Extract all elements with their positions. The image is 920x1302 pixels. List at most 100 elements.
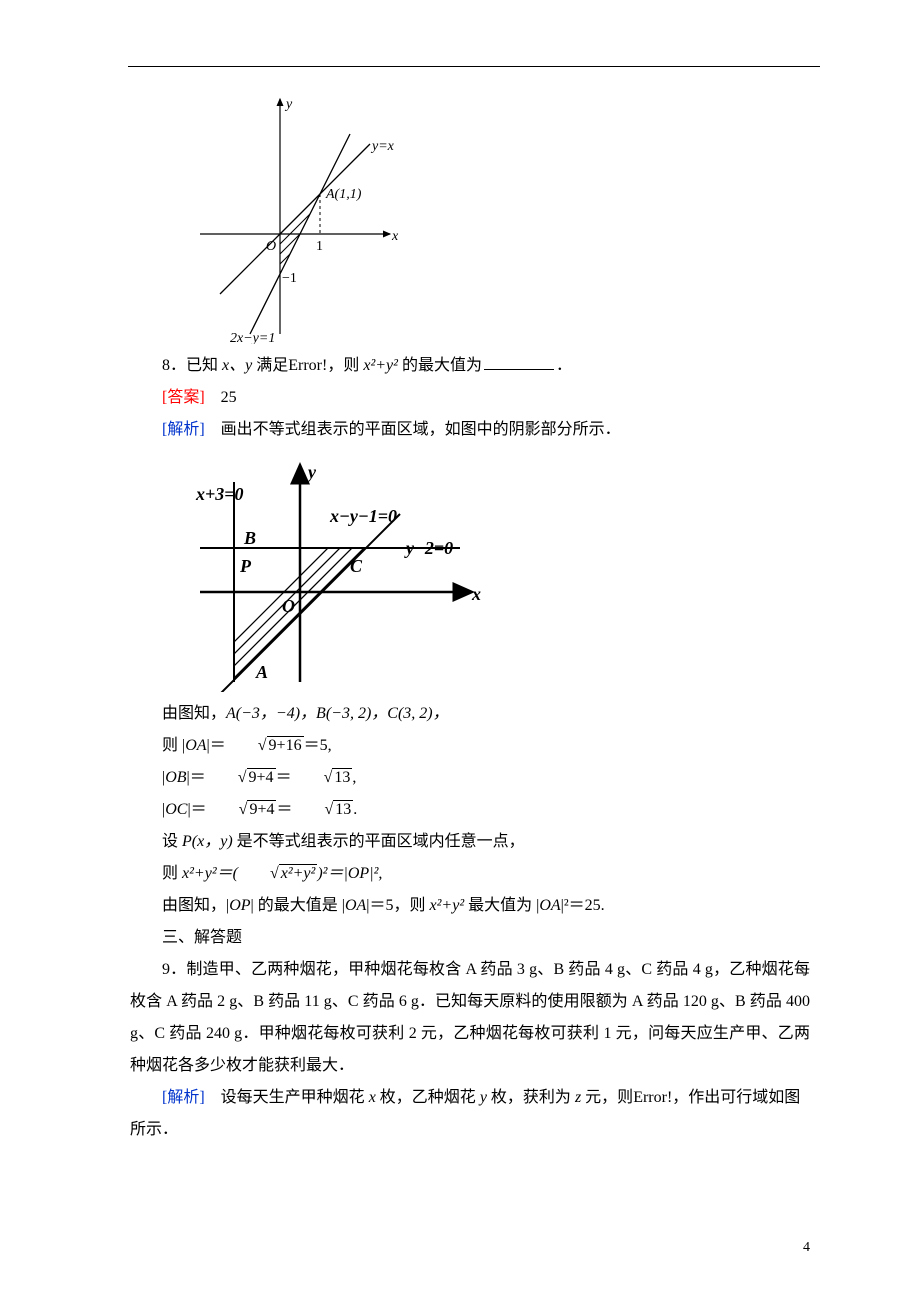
w7oa: OA bbox=[345, 897, 366, 914]
q8-expr: x²+y² bbox=[363, 357, 398, 374]
w2rootv: 9+16 bbox=[267, 736, 304, 754]
w7d: 最大值为 | bbox=[464, 897, 539, 914]
q9-stem: 9．制造甲、乙两种烟花，甲种烟花每枚含 A 药品 3 g、B 药品 4 g、C … bbox=[130, 954, 810, 1082]
fig1-yx: y=x bbox=[370, 139, 395, 154]
w6op: OP bbox=[348, 865, 369, 882]
q8-c: ，则 bbox=[327, 357, 363, 374]
q8-period: ． bbox=[556, 357, 572, 374]
w2a: 则 | bbox=[162, 737, 185, 754]
fig1-1: 1 bbox=[316, 239, 323, 254]
fig2-B: B bbox=[243, 528, 256, 548]
w3root2: 13 bbox=[292, 762, 353, 794]
q9b: 枚，乙种烟花 bbox=[376, 1089, 480, 1106]
q9-jiexi: [解析] 设每天生产甲种烟花 x 枚，乙种烟花 y 枚，获利为 z 元，则Err… bbox=[130, 1082, 810, 1146]
fig1-O: O bbox=[266, 239, 276, 254]
q9y: y bbox=[480, 1089, 487, 1106]
q9c: 枚，获利为 bbox=[487, 1089, 575, 1106]
q8-jiexi: [解析] 画出不等式组表示的平面区域，如图中的阴影部分所示． bbox=[130, 414, 810, 446]
w4d: . bbox=[353, 801, 357, 818]
w5p: P(x，y) bbox=[182, 833, 233, 850]
q8-blank bbox=[484, 355, 554, 370]
work-l3: |OB|＝9+4＝13, bbox=[130, 762, 810, 794]
page: y x O 1 −1 A(1,1) y=x 2x−y=1 8．已知 x、y 满足… bbox=[0, 0, 920, 1302]
q8-b: 满足 bbox=[252, 357, 288, 374]
w7e: |²＝25. bbox=[561, 897, 605, 914]
w2oa: OA bbox=[185, 737, 206, 754]
fig1-x-label: x bbox=[391, 229, 399, 244]
fig2-y: y bbox=[306, 462, 317, 482]
q8-jiexi-label: [解析] bbox=[162, 421, 221, 438]
work-l7: 由图知，|OP| 的最大值是 |OA|＝5，则 x²+y² 最大值为 |OA|²… bbox=[130, 890, 810, 922]
q8-ans-label: [答案] bbox=[162, 389, 221, 406]
q8-a: 8．已知 bbox=[162, 357, 222, 374]
w6a: 则 bbox=[162, 865, 182, 882]
w7c: |＝5，则 bbox=[366, 897, 429, 914]
w6rootv: x²+y² bbox=[279, 864, 318, 882]
figure-2: y x x+3=0 x−y−1=0 y−2=0 B P C O A bbox=[190, 452, 490, 692]
q9a: 设每天生产甲种烟花 bbox=[221, 1089, 369, 1106]
work-l4: |OC|＝9+4＝13. bbox=[130, 794, 810, 826]
fig1-neg1: −1 bbox=[282, 271, 297, 286]
w3b: |＝ bbox=[187, 769, 206, 786]
w6e2: )²＝| bbox=[317, 865, 348, 882]
q8-ans-val: 25 bbox=[221, 389, 237, 406]
w7a: 由图知，| bbox=[162, 897, 229, 914]
fig2-C: C bbox=[350, 556, 363, 576]
w4oc: OC bbox=[165, 801, 187, 818]
w5a: 设 bbox=[162, 833, 182, 850]
w3c: ＝ bbox=[276, 769, 292, 786]
q9x: x bbox=[369, 1089, 376, 1106]
work-l1: 由图知，A(−3，−4)，B(−3, 2)，C(3, 2)， bbox=[130, 698, 810, 730]
w4root: 9+4 bbox=[207, 794, 277, 826]
w2b: |＝ bbox=[207, 737, 226, 754]
q8-stem: 8．已知 x、y 满足Error!，则 x²+y² 的最大值为 ． bbox=[130, 350, 810, 382]
fig1-bottom: 2x−y=1 bbox=[230, 331, 275, 344]
w4root2v: 13 bbox=[333, 800, 353, 818]
q9err: Error! bbox=[633, 1089, 672, 1106]
w3rootv: 9+4 bbox=[247, 768, 276, 786]
q8-d: 的最大值为 bbox=[398, 357, 482, 374]
w4rootv: 9+4 bbox=[247, 800, 276, 818]
fig2-xy1: x−y−1=0 bbox=[329, 506, 397, 526]
w5b: 是不等式组表示的平面区域内任意一点， bbox=[233, 833, 525, 850]
section-3: 三、解答题 bbox=[130, 922, 810, 954]
w3root2v: 13 bbox=[332, 768, 352, 786]
q8-jiexi-text: 画出不等式组表示的平面区域，如图中的阴影部分所示． bbox=[221, 421, 621, 438]
w7oa2: OA bbox=[539, 897, 560, 914]
w2c: ＝5, bbox=[304, 737, 332, 754]
q8-xy: x、y bbox=[222, 357, 252, 374]
w4c: ＝ bbox=[276, 801, 292, 818]
work-l6: 则 x²+y²＝( x²+y²)²＝|OP|², bbox=[130, 858, 810, 890]
header-rule bbox=[128, 66, 820, 67]
w3root: 9+4 bbox=[206, 762, 276, 794]
w1b: A(−3，−4)，B(−3, 2)，C(3, 2)， bbox=[226, 705, 449, 722]
w3ob: OB bbox=[165, 769, 186, 786]
page-number: 4 bbox=[803, 1234, 810, 1262]
fig1-y-label: y bbox=[284, 97, 293, 112]
w3d: , bbox=[352, 769, 356, 786]
w7b: | 的最大值是 | bbox=[251, 897, 345, 914]
work-l2: 则 |OA|＝ 9+16＝5, bbox=[130, 730, 810, 762]
w6e3: |², bbox=[369, 865, 382, 882]
q8-err: Error! bbox=[288, 357, 327, 374]
fig2-x: x bbox=[471, 584, 481, 604]
w2root: 9+16 bbox=[226, 730, 304, 762]
w7expr: x²+y² bbox=[430, 897, 465, 914]
fig2-x3: x+3=0 bbox=[195, 484, 244, 504]
figure-1: y x O 1 −1 A(1,1) y=x 2x−y=1 bbox=[190, 84, 410, 344]
w6e1: x²+y²＝( bbox=[182, 865, 238, 882]
fig1-A: A(1,1) bbox=[325, 187, 362, 202]
q9-jiexi-label: [解析] bbox=[162, 1089, 221, 1106]
w4root2: 13 bbox=[292, 794, 353, 826]
fig2-A: A bbox=[255, 662, 268, 682]
q8-answer: [答案] 25 bbox=[130, 382, 810, 414]
fig2-O: O bbox=[282, 596, 295, 616]
w1a: 由图知， bbox=[162, 705, 226, 722]
q9d: 元，则 bbox=[581, 1089, 633, 1106]
w7op: OP bbox=[229, 897, 250, 914]
fig2-y2: y−2=0 bbox=[404, 538, 453, 558]
work-l5: 设 P(x，y) 是不等式组表示的平面区域内任意一点， bbox=[130, 826, 810, 858]
content-body: y x O 1 −1 A(1,1) y=x 2x−y=1 8．已知 x、y 满足… bbox=[130, 84, 810, 1146]
fig2-P: P bbox=[239, 556, 252, 576]
w6root: x²+y² bbox=[238, 858, 317, 890]
